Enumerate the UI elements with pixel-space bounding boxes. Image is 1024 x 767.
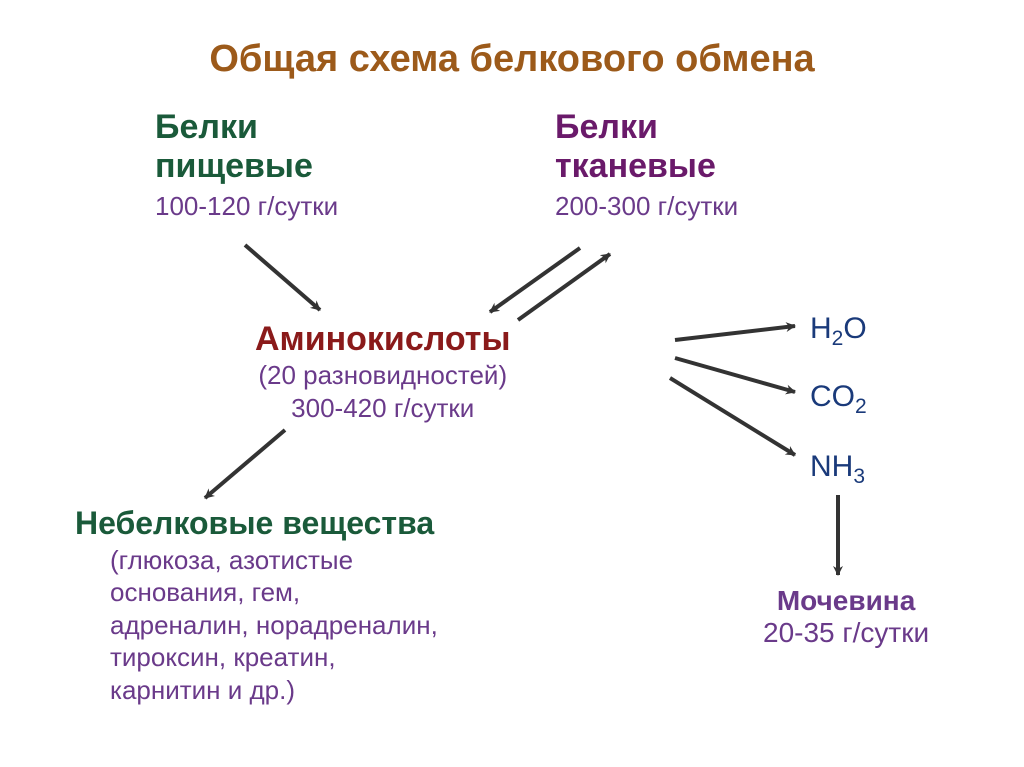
node-food-proteins: Белки пищевые 100-120 г/сутки (155, 108, 338, 223)
nonprotein-line-1: основания, гем, (110, 576, 438, 609)
urea-title: Мочевина (763, 585, 929, 617)
food-proteins-title-1: Белки (155, 108, 258, 146)
h2o-sub: 2 (832, 327, 844, 350)
arrow-amino-to-h2o (675, 326, 795, 340)
h2o-text1: H (810, 312, 832, 345)
arrow-amino-to-tissue (518, 254, 610, 320)
tissue-proteins-title-1: Белки (555, 108, 658, 146)
amino-acids-sub1: (20 разновидностей) (255, 359, 511, 392)
food-proteins-title-2: пищевые (155, 147, 313, 185)
node-urea: Мочевина 20-35 г/сутки (763, 585, 929, 649)
node-nonprotein: Небелковые вещества (глюкоза, азотистые … (75, 505, 438, 706)
nonprotein-line-3: тироксин, креатин, (110, 641, 438, 674)
arrow-amino-to-co2 (675, 358, 795, 392)
nh3-sub: 3 (853, 465, 865, 488)
node-h2o: H2O (810, 312, 867, 346)
amino-acids-sub2: 300-420 г/сутки (255, 392, 511, 425)
co2-text1: CO (810, 380, 855, 413)
food-proteins-sub: 100-120 г/сутки (155, 190, 338, 223)
node-amino-acids: Аминокислоты (20 разновидностей) 300-420… (255, 320, 511, 424)
h2o-text2: O (843, 312, 866, 345)
nonprotein-title: Небелковые вещества (75, 505, 438, 542)
arrow-food-to-amino (245, 245, 320, 310)
node-co2: CO2 (810, 380, 867, 414)
node-tissue-proteins: Белки тканевые 200-300 г/сутки (555, 108, 738, 223)
amino-acids-title: Аминокислоты (255, 320, 511, 359)
page-title: Общая схема белкового обмена (209, 38, 814, 81)
nonprotein-line-4: карнитин и др.) (110, 674, 438, 707)
tissue-proteins-title-2: тканевые (555, 147, 716, 185)
tissue-proteins-sub: 200-300 г/сутки (555, 190, 738, 223)
nonprotein-line-2: адреналин, норадреналин, (110, 609, 438, 642)
nonprotein-line-0: (глюкоза, азотистые (110, 544, 438, 577)
node-nh3: NH3 (810, 450, 865, 484)
arrow-amino-to-nh3 (670, 378, 795, 455)
urea-sub: 20-35 г/сутки (763, 617, 929, 649)
nh3-text1: NH (810, 450, 853, 483)
arrow-amino-to-nonprotein (205, 430, 285, 498)
arrow-tissue-to-amino (490, 248, 580, 312)
co2-sub: 2 (855, 395, 867, 418)
